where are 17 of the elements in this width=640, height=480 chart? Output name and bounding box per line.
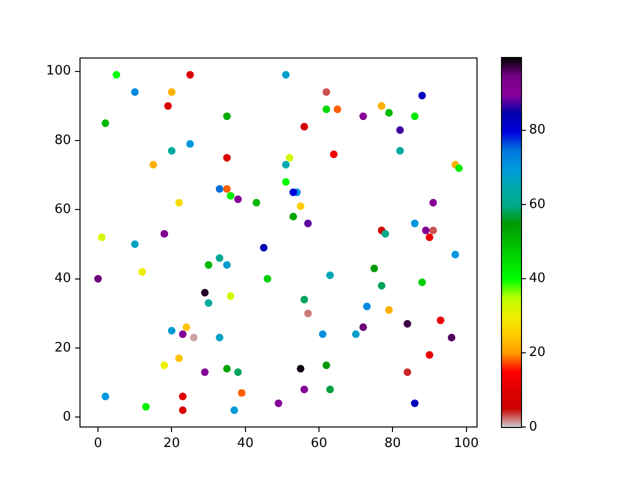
x-tick-label: 80 (384, 436, 401, 452)
y-tick-label: 40 (54, 271, 71, 286)
color-bar-label: 80 (529, 122, 546, 138)
y-tick-label: 0 (62, 410, 71, 425)
color-bar-label: 60 (529, 196, 546, 212)
color-bar-label: 40 (529, 271, 546, 286)
y-tick-label: 100 (46, 64, 71, 79)
color-bar-label: 0 (529, 419, 538, 434)
x-tick-label: 0 (94, 436, 102, 452)
x-tick-label: 60 (310, 436, 328, 452)
x-tick-label: 20 (163, 436, 180, 452)
y-tick-label: 60 (54, 202, 71, 218)
y-tick-label: 20 (54, 340, 71, 356)
color-bar-label: 20 (529, 345, 546, 360)
y-tick-label: 80 (54, 132, 71, 148)
x-tick-label: 100 (454, 436, 479, 452)
x-tick-label: 40 (237, 436, 254, 452)
